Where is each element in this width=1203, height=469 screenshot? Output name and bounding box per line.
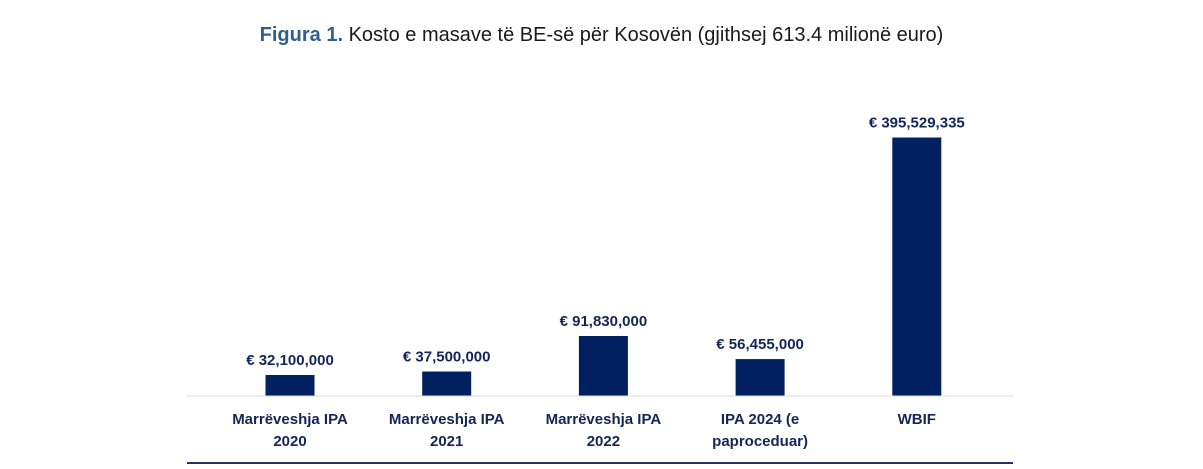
category-label-2-line-1: 2022 xyxy=(587,433,620,450)
category-label-1: Marrëveshja IPA 2021 xyxy=(389,411,505,450)
category-label-2: Marrëveshja IPA 2022 xyxy=(546,411,662,450)
category-label-4: WBIF xyxy=(898,411,936,428)
value-label-3: € 56,455,000 xyxy=(716,336,804,353)
category-label-3: IPA 2024 (e paproceduar) xyxy=(712,411,808,450)
chart-title-lead: Figura 1. xyxy=(259,24,344,46)
value-label-1: € 37,500,000 xyxy=(403,349,491,366)
category-label-2-line-0: Marrëveshja IPA xyxy=(546,411,662,428)
chart-title: Figura 1. Kosto e masave të BE-së për Ko… xyxy=(0,24,1203,47)
chart-title-text: Kosto e masave të BE-së për Kosovën (gji… xyxy=(343,24,944,46)
category-label-3-line-1: paproceduar) xyxy=(712,433,808,450)
bar-0 xyxy=(265,375,315,396)
category-label-0-line-0: Marrëveshja IPA xyxy=(232,411,348,428)
bar-3 xyxy=(735,359,785,396)
value-label-0: € 32,100,000 xyxy=(246,352,334,369)
category-label-4-line-0: WBIF xyxy=(898,411,936,428)
bar-2 xyxy=(578,336,628,396)
category-label-3-line-0: IPA 2024 (e xyxy=(721,411,799,428)
bars-group xyxy=(265,137,942,396)
category-label-0-line-1: 2020 xyxy=(273,433,306,450)
category-label-1-line-0: Marrëveshja IPA xyxy=(389,411,505,428)
value-labels-group: € 32,100,000 € 37,500,000 € 91,830,000 € 56… xyxy=(246,115,965,370)
bar-4 xyxy=(892,137,942,396)
value-label-2: € 91,830,000 xyxy=(560,313,648,330)
category-label-0: Marrëveshja IPA 2020 xyxy=(232,411,348,450)
category-label-1-line-1: 2021 xyxy=(430,433,463,450)
value-label-4: € 395,529,335 xyxy=(869,115,965,132)
bar-1 xyxy=(422,371,472,396)
